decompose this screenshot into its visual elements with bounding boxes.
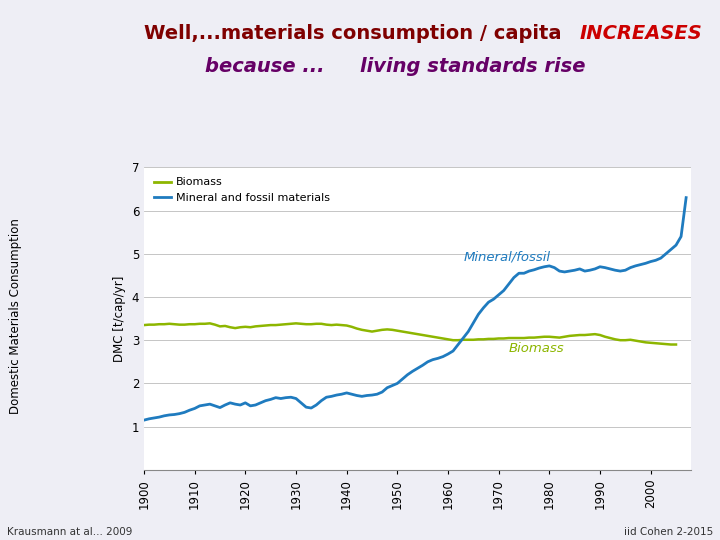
Biomass bbox=[672, 341, 680, 348]
Mineral and fossil materials bbox=[672, 242, 680, 248]
Biomass bbox=[459, 336, 467, 343]
Biomass bbox=[140, 322, 148, 328]
Text: living standards rise: living standards rise bbox=[360, 57, 585, 76]
Text: Domestic Materials Consumption: Domestic Materials Consumption bbox=[9, 218, 22, 414]
Biomass bbox=[490, 336, 498, 342]
Mineral and fossil materials bbox=[195, 403, 204, 409]
Biomass bbox=[454, 337, 462, 343]
Text: INCREASES: INCREASES bbox=[580, 24, 702, 43]
Mineral and fossil materials bbox=[226, 400, 235, 406]
Text: Well,...materials consumption / capita: Well,...materials consumption / capita bbox=[144, 24, 568, 43]
Legend: Biomass, Mineral and fossil materials: Biomass, Mineral and fossil materials bbox=[150, 173, 335, 207]
Text: Biomass: Biomass bbox=[509, 342, 564, 355]
Mineral and fossil materials bbox=[570, 267, 579, 273]
Text: Krausmann at al... 2009: Krausmann at al... 2009 bbox=[7, 527, 132, 537]
Text: iid Cohen 2-2015: iid Cohen 2-2015 bbox=[624, 527, 713, 537]
Mineral and fossil materials bbox=[606, 266, 614, 272]
Mineral and fossil materials bbox=[682, 194, 690, 201]
Biomass bbox=[606, 335, 614, 341]
Biomass bbox=[667, 341, 675, 348]
Mineral and fossil materials bbox=[140, 417, 148, 423]
Line: Mineral and fossil materials: Mineral and fossil materials bbox=[144, 198, 686, 420]
Line: Biomass: Biomass bbox=[144, 323, 676, 345]
Biomass bbox=[510, 335, 518, 341]
Biomass bbox=[155, 321, 163, 327]
Mineral and fossil materials bbox=[393, 380, 402, 387]
Biomass bbox=[205, 320, 214, 327]
Text: because ...: because ... bbox=[205, 57, 331, 76]
Text: Mineral/fossil: Mineral/fossil bbox=[463, 250, 550, 264]
Y-axis label: DMC [t/cap/yr]: DMC [t/cap/yr] bbox=[113, 275, 126, 362]
